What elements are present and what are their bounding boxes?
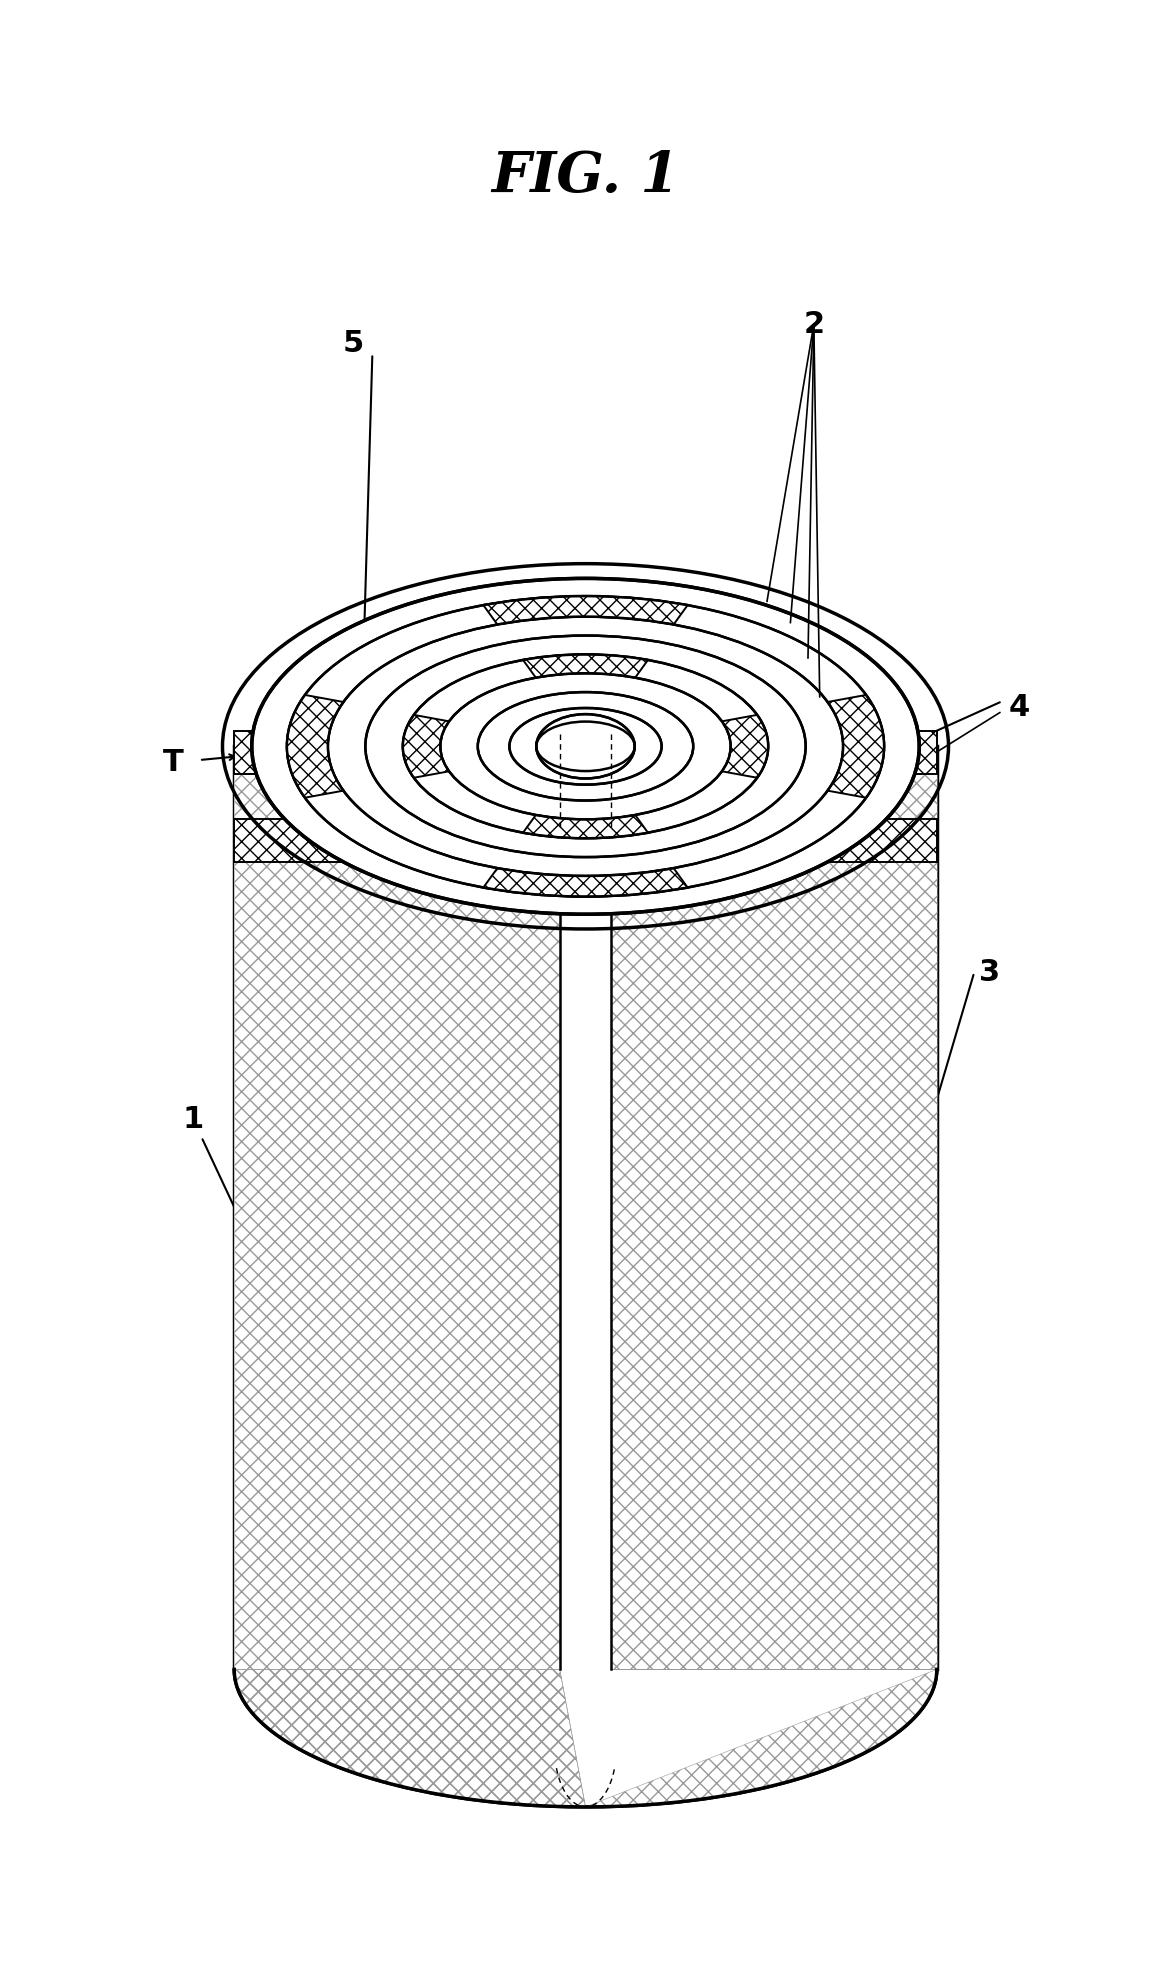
- Polygon shape: [484, 868, 687, 896]
- Ellipse shape: [328, 617, 843, 876]
- Text: 1: 1: [183, 1106, 255, 1253]
- Polygon shape: [234, 731, 560, 774]
- Polygon shape: [287, 695, 343, 797]
- Polygon shape: [723, 715, 768, 778]
- Polygon shape: [234, 746, 560, 1669]
- Ellipse shape: [536, 721, 635, 772]
- Polygon shape: [611, 731, 937, 774]
- Polygon shape: [234, 1669, 586, 1807]
- Text: 3: 3: [979, 958, 1000, 986]
- Polygon shape: [560, 746, 611, 1669]
- Ellipse shape: [287, 597, 884, 896]
- Text: T: T: [163, 748, 184, 776]
- Ellipse shape: [478, 691, 693, 801]
- Text: FIG. 1: FIG. 1: [492, 149, 679, 204]
- Ellipse shape: [365, 636, 806, 856]
- Text: 5: 5: [343, 330, 364, 357]
- Text: 2: 2: [803, 310, 824, 338]
- Polygon shape: [234, 819, 560, 862]
- Ellipse shape: [536, 715, 635, 778]
- Polygon shape: [611, 819, 937, 862]
- Polygon shape: [611, 746, 937, 1669]
- Ellipse shape: [252, 577, 919, 915]
- Ellipse shape: [403, 654, 768, 839]
- Polygon shape: [484, 597, 687, 625]
- Text: 4: 4: [1008, 693, 1029, 721]
- Ellipse shape: [234, 1532, 937, 1807]
- Ellipse shape: [509, 709, 662, 786]
- Polygon shape: [828, 695, 884, 797]
- Polygon shape: [222, 1512, 949, 1669]
- Polygon shape: [403, 715, 448, 778]
- Polygon shape: [586, 1669, 937, 1807]
- Polygon shape: [523, 654, 648, 678]
- Ellipse shape: [440, 674, 731, 819]
- Polygon shape: [523, 815, 648, 839]
